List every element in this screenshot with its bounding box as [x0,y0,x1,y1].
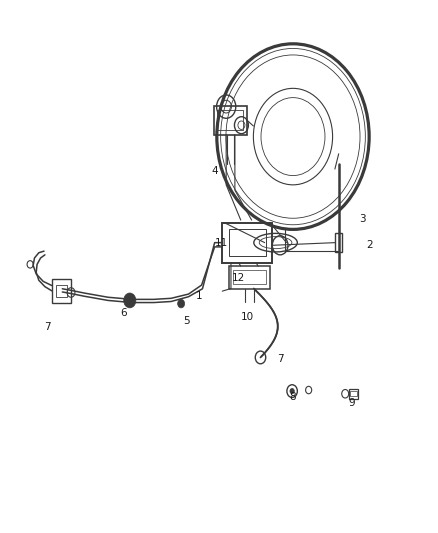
Bar [222,223,272,263]
Bar [233,270,266,284]
Text: 2: 2 [366,240,372,251]
Bar [350,391,357,397]
Text: 8: 8 [290,392,296,402]
Bar [214,106,247,135]
Text: 12: 12 [232,273,245,282]
Text: 7: 7 [277,354,283,364]
Text: 9: 9 [349,398,355,408]
Text: 5: 5 [183,316,190,326]
Bar [349,389,358,399]
Bar [218,110,243,131]
Text: 10: 10 [241,312,254,322]
Bar [229,266,270,288]
Bar [335,233,342,252]
Text: 3: 3 [359,214,366,224]
Text: 4: 4 [212,166,218,176]
Text: 1: 1 [196,290,203,301]
Text: 6: 6 [120,308,127,318]
Circle shape [290,389,294,394]
Text: 7: 7 [44,322,50,333]
Circle shape [178,300,185,308]
Text: 11: 11 [215,238,228,248]
Bar [56,285,67,297]
Circle shape [124,293,136,308]
Bar [52,279,71,303]
Bar [229,229,266,256]
